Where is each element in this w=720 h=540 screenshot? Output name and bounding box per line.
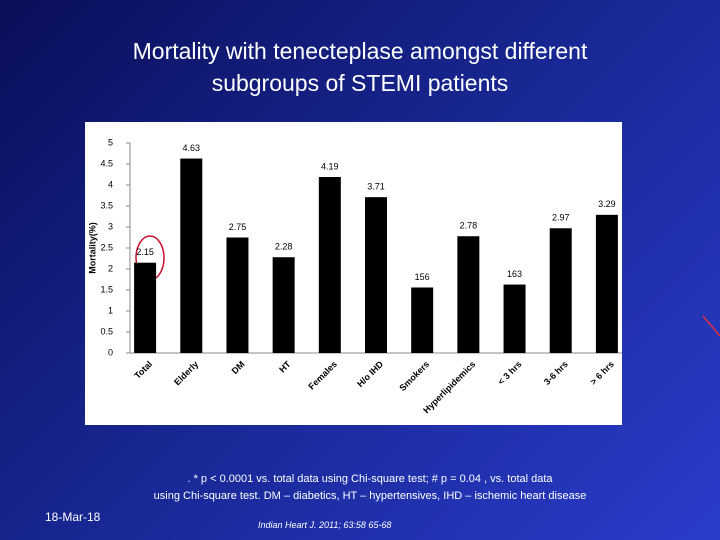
value-label: 163 xyxy=(507,269,522,279)
y-tick-label: 4.5 xyxy=(100,158,113,168)
y-tick-label: 4 xyxy=(108,179,113,189)
bar xyxy=(549,228,572,353)
bar xyxy=(226,237,249,353)
bar xyxy=(503,284,526,353)
bar xyxy=(134,262,157,353)
date: 18-Mar-18 xyxy=(45,510,101,524)
value-label: 156 xyxy=(415,272,430,282)
y-tick-label: 0 xyxy=(108,347,113,357)
slide-title: subgroups of STEMI patients xyxy=(211,70,509,96)
bar xyxy=(411,287,434,353)
bar xyxy=(318,177,341,353)
decoration xyxy=(702,315,720,337)
y-tick-label: 5 xyxy=(108,137,113,147)
value-label: 4.63 xyxy=(183,143,201,153)
value-label: 3.29 xyxy=(598,199,616,209)
y-tick-label: 3.5 xyxy=(100,200,113,210)
value-label: 2.75 xyxy=(229,222,247,232)
y-tick-label: 3 xyxy=(108,221,113,231)
value-label: 2.97 xyxy=(552,213,570,223)
citation: Indian Heart J. 2011; 63:58 65-68 xyxy=(258,520,392,530)
y-tick-label: 2 xyxy=(108,263,113,273)
bar xyxy=(180,158,203,353)
value-label: 4.19 xyxy=(321,161,339,171)
chart-background xyxy=(85,122,622,425)
footnote: . * p < 0.0001 vs. total data using Chi-… xyxy=(187,473,553,485)
y-axis-label: Mortality(%) xyxy=(87,222,97,274)
value-label: 2.15 xyxy=(136,247,154,257)
bar xyxy=(595,214,618,353)
bar xyxy=(272,257,295,353)
y-tick-label: 1 xyxy=(108,305,113,315)
value-label: 2.28 xyxy=(275,242,293,252)
slide-title: Mortality with tenecteplase amongst diff… xyxy=(132,38,588,64)
y-tick-label: 0.5 xyxy=(100,326,113,336)
bar xyxy=(365,197,387,353)
y-tick-label: 1.5 xyxy=(100,284,113,294)
bar xyxy=(457,236,480,353)
value-label: 2.78 xyxy=(460,221,478,231)
y-tick-label: 2.5 xyxy=(100,242,113,252)
value-label: 3.71 xyxy=(367,182,385,192)
footnote: using Chi-square test. DM – diabetics, H… xyxy=(153,490,587,502)
